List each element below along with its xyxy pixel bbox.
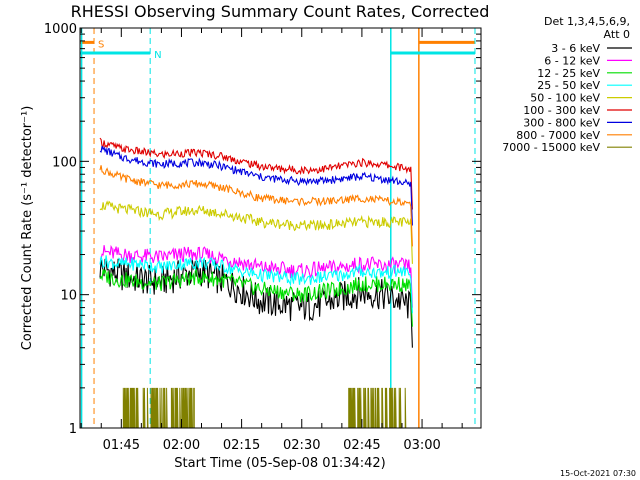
series-50-100-kev xyxy=(99,200,413,264)
legend-3-6-kev-label: 3 - 6 keV xyxy=(551,42,600,55)
legend-header-attenuator: Att 0 xyxy=(604,28,630,41)
x-axis: 01:45 02:00 02:15 02:30 02:45 03:00 xyxy=(80,28,463,453)
y-axis-label: Corrected Count Rate (s⁻¹ detector⁻¹) xyxy=(20,106,35,351)
series-25-50-kev xyxy=(99,255,413,314)
plot-frame xyxy=(79,27,482,429)
chart-title: RHESSI Observing Summary Count Rates, Co… xyxy=(71,2,490,21)
legend-header-detectors: Det 1,3,4,5,6,9, xyxy=(544,15,630,28)
y-tick-label: 10 xyxy=(60,289,77,304)
series-12-25-kev xyxy=(99,268,413,327)
legend-25-50-kev-label: 25 - 50 keV xyxy=(537,79,600,92)
x-tick-label: 02:15 xyxy=(223,438,260,453)
series-300-800-kev xyxy=(99,145,413,226)
legend-100-300-kev-label: 100 - 300 keV xyxy=(523,104,600,117)
legend-800-7000-kev-label: 800 - 7000 keV xyxy=(516,129,600,142)
legend-50-100-kev-label: 50 - 100 keV xyxy=(530,92,600,105)
series-6-12-kev xyxy=(99,244,413,308)
series-100-300-kev xyxy=(99,137,413,210)
y-tick-label: 100 xyxy=(52,155,77,170)
footer-date: 15-Oct-2021 07:30 xyxy=(560,469,636,478)
x-tick-label: 02:45 xyxy=(343,438,380,453)
series-800-7000-kev xyxy=(99,165,413,247)
series-7000-15000-kev xyxy=(122,387,407,428)
attenuator-flags: SN xyxy=(80,28,476,428)
x-tick-label: 01:45 xyxy=(103,438,140,453)
plot-area: SN xyxy=(80,28,476,428)
x-tick-label: 03:00 xyxy=(403,438,440,453)
y-axis: 1 10 100 1000 xyxy=(44,22,481,437)
series-3-6-kev xyxy=(99,258,413,348)
legend-12-25-kev-label: 12 - 25 keV xyxy=(537,67,600,80)
legend-7000-15000-kev-label: 7000 - 15000 keV xyxy=(502,141,600,154)
y-tick-label: 1000 xyxy=(44,22,77,37)
x-tick-label: 02:00 xyxy=(163,438,200,453)
series-7000-15000-kev-segment xyxy=(348,387,407,428)
x-tick-label: 02:30 xyxy=(283,438,320,453)
series-lines xyxy=(99,137,413,428)
night-flag-label: N xyxy=(154,50,161,61)
y-tick-label: 1 xyxy=(69,422,77,437)
legend-300-800-kev-label: 300 - 800 keV xyxy=(523,116,600,129)
legend-6-12-kev-label: 6 - 12 keV xyxy=(544,54,600,67)
saa-flag-label: S xyxy=(98,39,104,50)
series-7000-15000-kev-segment xyxy=(122,387,195,428)
x-axis-label: Start Time (05-Sep-08 01:34:42) xyxy=(174,456,385,471)
